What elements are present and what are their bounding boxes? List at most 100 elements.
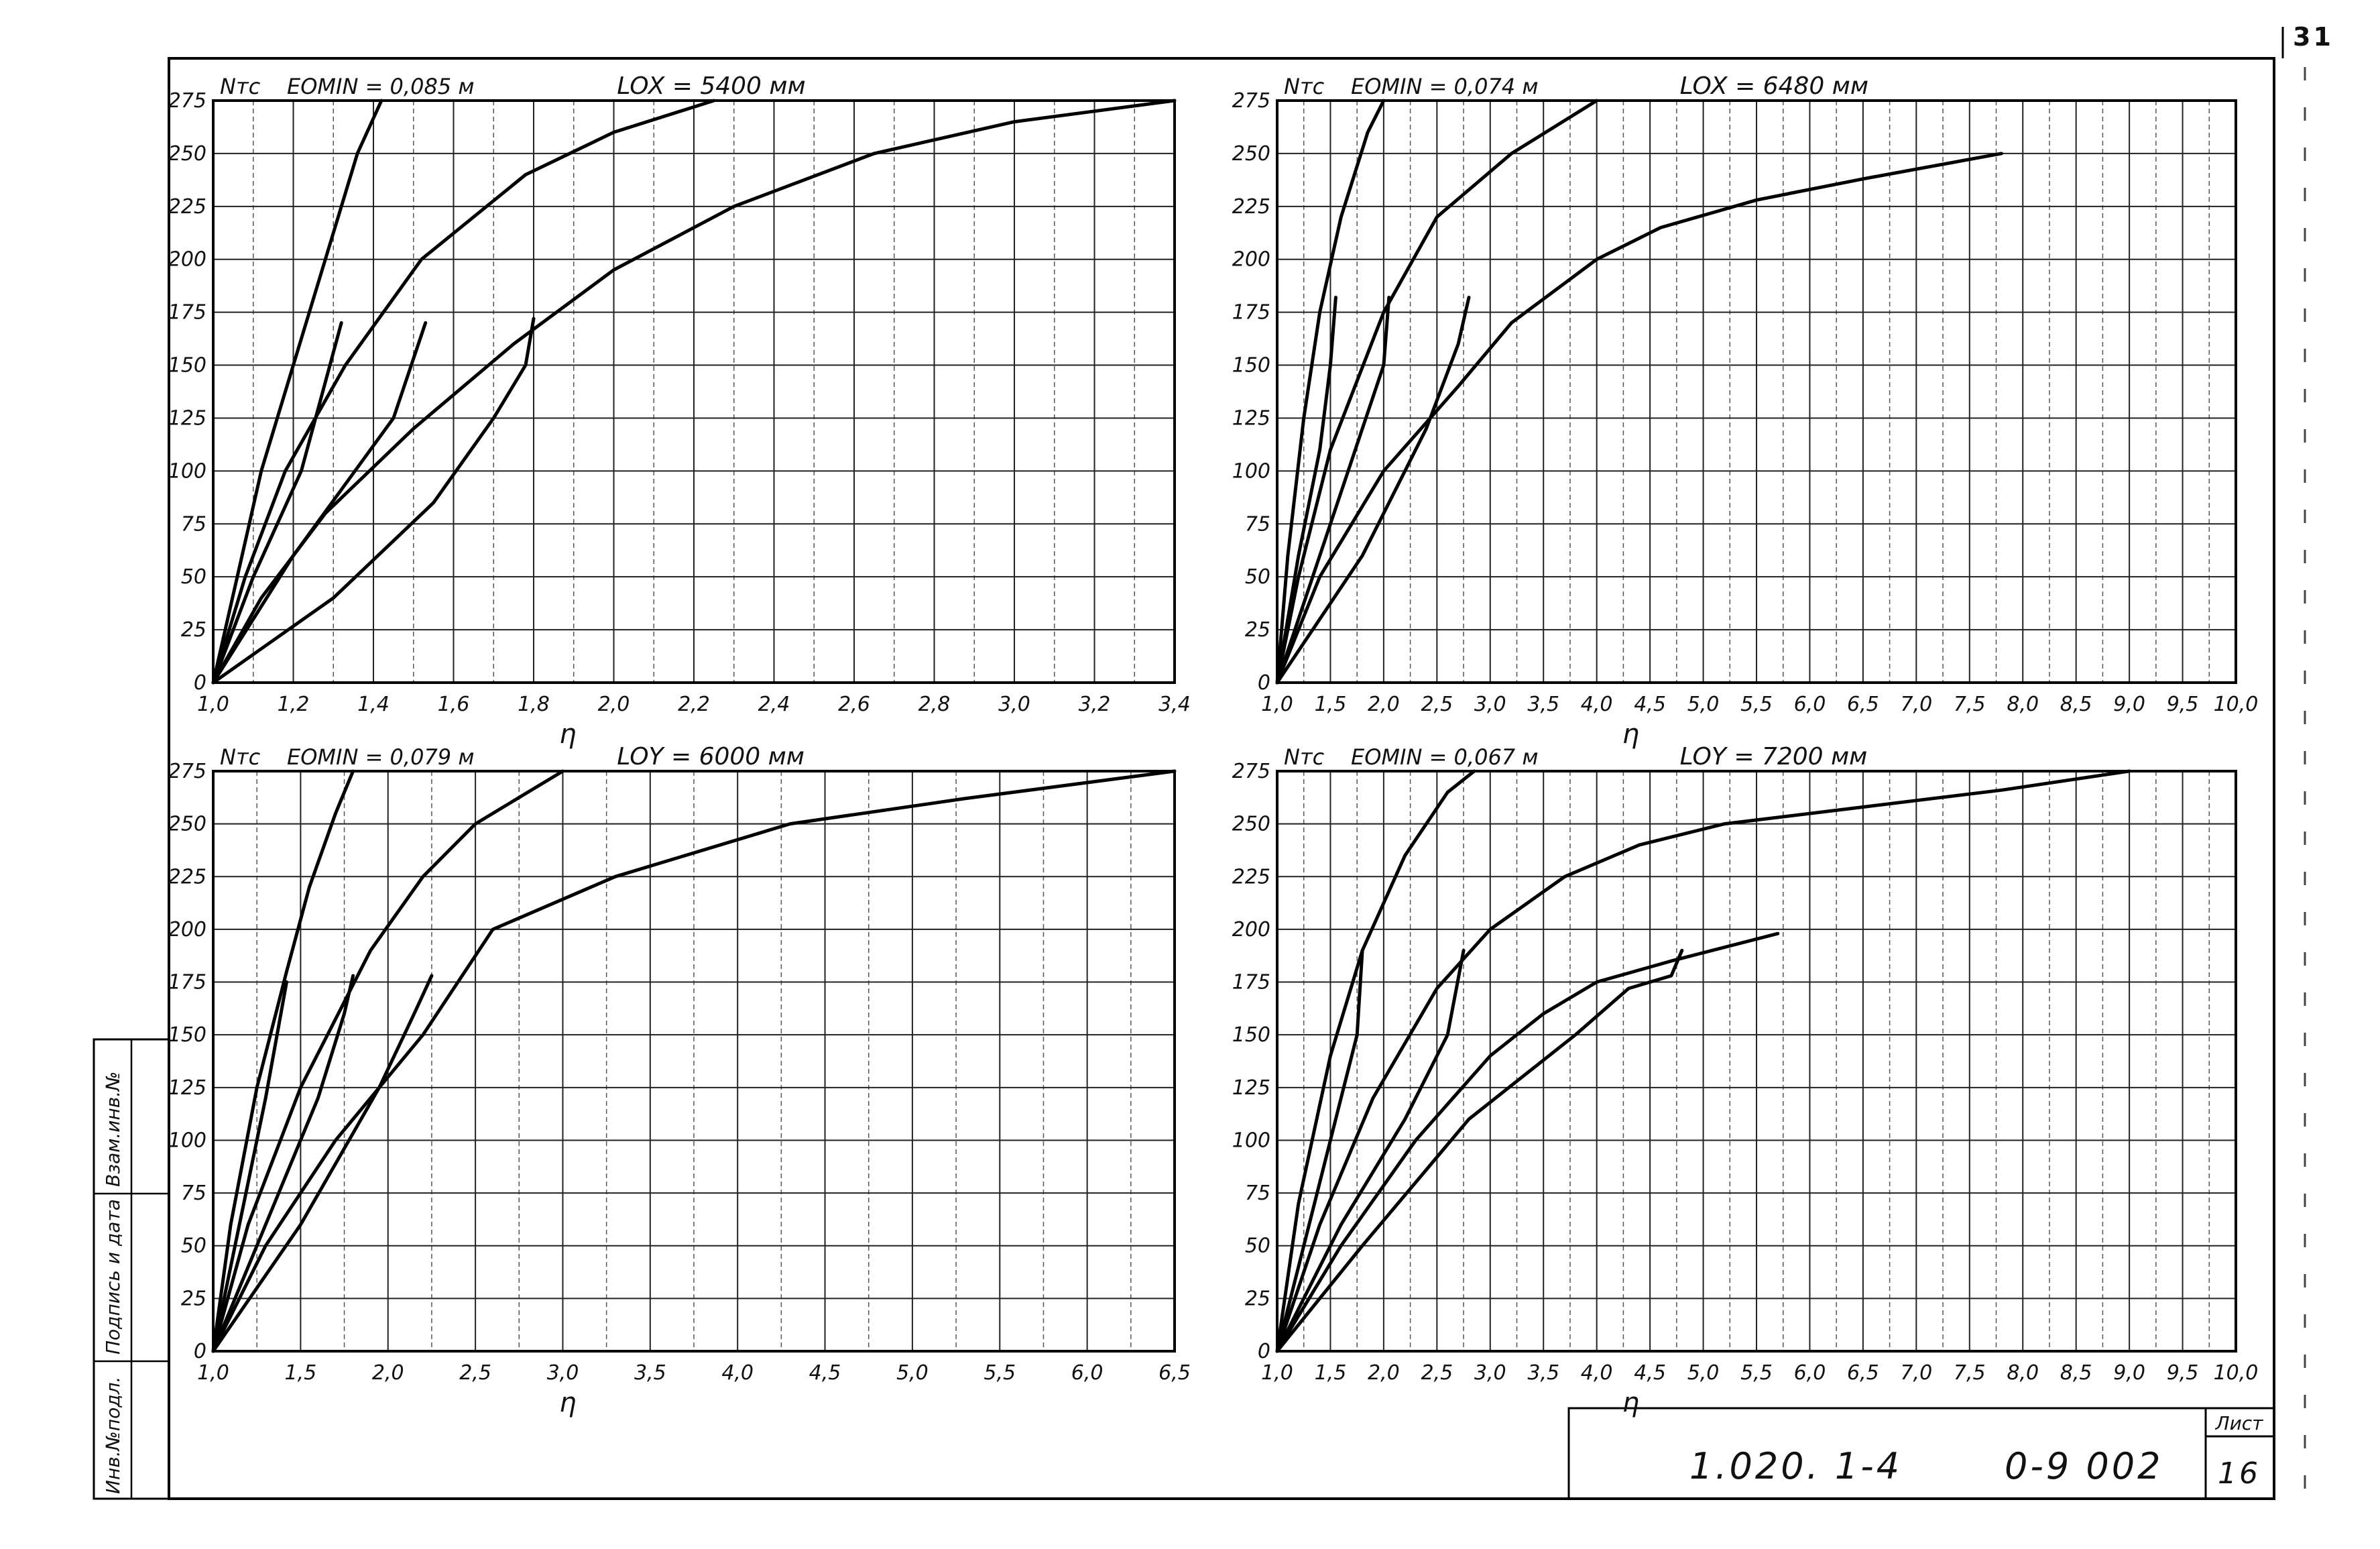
x-tick-label: 7,5 (1954, 693, 1986, 716)
y-tick-label: 75 (1245, 1182, 1270, 1205)
y-tick-label: 275 (168, 89, 206, 113)
x-tick-label: 8,0 (2007, 1361, 2039, 1385)
series-line (211, 99, 716, 685)
y-tick-label: 250 (1232, 142, 1270, 166)
y-tick-label: 250 (168, 813, 206, 836)
series-line (211, 769, 355, 1353)
y-tick-label: 200 (1232, 248, 1270, 272)
y-tick-label: 275 (168, 760, 206, 783)
series-line (1275, 948, 1364, 1353)
x-tick-label: 4,0 (1581, 693, 1613, 716)
charts-layer: 1,0 1,2 1,4 1,6 1,8 2,0 2,2 2,4 2,6 2,8 3,0 3,2 3,4 0… (168, 72, 2259, 1418)
y-tick-label: 250 (168, 142, 206, 166)
y-tick-label: 175 (168, 971, 206, 994)
series-line (1275, 296, 1471, 685)
series-line (211, 321, 343, 685)
x-tick-label: 2,4 (758, 693, 790, 716)
y-tick-label: 50 (1245, 1235, 1270, 1258)
y-tick-label: 175 (168, 301, 206, 325)
y-tick-label: 200 (168, 918, 206, 941)
chart-panel: 1,0 1,5 2,0 2,5 3,0 3,5 4,0 4,5 5,0 5,5 6,0 6,5 7,0 7… (1232, 743, 2259, 1418)
x-tick-label: 5,0 (1687, 693, 1720, 716)
series-line (1275, 931, 1780, 1353)
x-tick-label: 4,0 (721, 1361, 754, 1385)
side-stamp-label: Взам.инв.№ (102, 1072, 124, 1187)
x-tick-label: 5,5 (984, 1361, 1016, 1385)
series-line (211, 769, 1177, 1353)
series-line (211, 769, 564, 1353)
plot-frame (212, 770, 1176, 1353)
length-label: LOY = 7200 мм (1680, 743, 1868, 770)
x-tick-label: 4,5 (809, 1361, 841, 1385)
series-line (1275, 99, 1599, 685)
x-tick-label: 8,5 (2060, 1361, 2092, 1385)
y-tick-label: 125 (1232, 406, 1270, 430)
y-tick-label: 275 (1232, 760, 1270, 783)
y-tick-label: 225 (1232, 195, 1270, 219)
series-line (1275, 769, 2131, 1353)
series-line (1275, 296, 1337, 685)
x-tick-label: 2,5 (459, 1361, 491, 1385)
x-tick-label: 9,5 (2167, 693, 2199, 716)
y-axis-label: Nтс (1284, 74, 1325, 99)
eomin-label: EOMIN = 0,085 м (287, 74, 474, 99)
x-tick-label: 2,2 (678, 693, 710, 716)
series-line (1275, 152, 2003, 685)
side-stamp: Взам.инв.№ Подпись и дата Инв.№подл. (93, 1038, 170, 1500)
y-tick-label: 100 (1232, 459, 1270, 483)
title-block: 1.020. 1-4 0-9 002 Лист 16 (1567, 1407, 2275, 1500)
x-tick-label: 1,5 (285, 1361, 317, 1385)
x-tick-label: 2,0 (598, 693, 630, 716)
page-number: 31 (2293, 22, 2334, 52)
x-tick-label: 1,6 (438, 693, 470, 716)
x-tick-label: 1,0 (1261, 693, 1293, 716)
x-tick-label: 6,5 (1158, 1361, 1191, 1385)
series-line (1275, 296, 1391, 685)
series-line (211, 974, 355, 1353)
x-tick-label: 10,0 (2214, 693, 2259, 716)
y-tick-label: 175 (1232, 971, 1270, 994)
sheet-frame (168, 57, 2275, 1500)
x-tick-label: 6,0 (1794, 1361, 1826, 1385)
x-tick-label: 5,0 (896, 1361, 929, 1385)
y-tick-label: 200 (168, 248, 206, 272)
y-tick-label: 150 (1232, 1023, 1270, 1047)
eomin-label: EOMIN = 0,079 м (287, 744, 474, 770)
x-tick-label: 3,4 (1158, 693, 1191, 716)
x-tick-label: 3,0 (998, 693, 1030, 716)
y-tick-label: 75 (181, 1182, 206, 1205)
x-tick-label: 1,5 (1315, 693, 1347, 716)
y-axis-label: Nтс (1284, 744, 1325, 770)
eomin-label: EOMIN = 0,067 м (1351, 744, 1538, 770)
x-tick-label: 7,5 (1954, 1361, 1986, 1385)
length-label: LOX = 6480 мм (1680, 72, 1868, 100)
chart-panel: 1,0 1,5 2,0 2,5 3,0 3,5 4,0 4,5 5,0 5,5 6,0 6,5 0 25 5… (168, 743, 1191, 1418)
y-tick-label: 275 (1232, 89, 1270, 113)
x-tick-label: 2,6 (838, 693, 870, 716)
y-tick-label: 125 (168, 1076, 206, 1100)
x-tick-label: 1,0 (1261, 1361, 1293, 1385)
x-tick-label: 3,0 (1474, 1361, 1506, 1385)
plot-frame (1276, 99, 2237, 684)
y-tick-label: 25 (1245, 618, 1270, 642)
y-tick-label: 125 (1232, 1076, 1270, 1100)
series-line (1275, 948, 1684, 1353)
y-tick-label: 225 (168, 865, 206, 888)
x-tick-label: 3,5 (634, 1361, 666, 1385)
drawing-series: 0-9 002 (2005, 1445, 2163, 1487)
x-tick-label: 1,0 (197, 1361, 229, 1385)
x-tick-label: 6,0 (1794, 693, 1826, 716)
y-tick-label: 150 (168, 354, 206, 378)
x-axis-label: η (559, 719, 576, 750)
side-stamp-label: Подпись и дата (102, 1199, 124, 1355)
x-tick-label: 2,5 (1421, 693, 1453, 716)
y-tick-label: 75 (1245, 512, 1270, 536)
x-tick-label: 2,8 (918, 693, 951, 716)
y-tick-label: 100 (1232, 1129, 1270, 1152)
series-line (211, 974, 434, 1353)
length-label: LOX = 5400 мм (617, 72, 805, 100)
x-tick-label: 2,0 (372, 1361, 404, 1385)
x-tick-label: 7,0 (1900, 693, 1932, 716)
x-tick-label: 4,5 (1634, 693, 1666, 716)
